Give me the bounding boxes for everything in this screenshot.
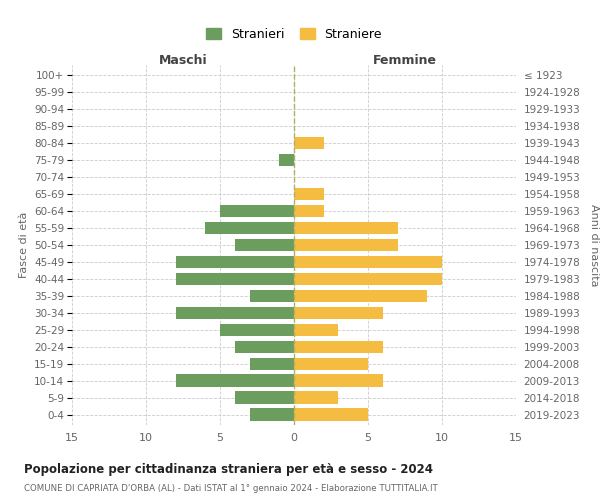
Bar: [294, 374, 383, 387]
Bar: [176, 256, 294, 268]
Text: Popolazione per cittadinanza straniera per età e sesso - 2024: Popolazione per cittadinanza straniera p…: [24, 462, 433, 475]
Bar: [235, 238, 294, 252]
Bar: [205, 222, 294, 234]
Bar: [235, 392, 294, 404]
Bar: [294, 272, 442, 285]
Bar: [294, 306, 383, 320]
Legend: Stranieri, Straniere: Stranieri, Straniere: [206, 28, 382, 41]
Bar: [294, 256, 442, 268]
Bar: [294, 358, 368, 370]
Bar: [176, 374, 294, 387]
Bar: [294, 340, 383, 353]
Y-axis label: Fasce di età: Fasce di età: [19, 212, 29, 278]
Bar: [294, 222, 398, 234]
Bar: [294, 238, 398, 252]
Bar: [250, 408, 294, 421]
Bar: [250, 290, 294, 302]
Bar: [294, 324, 338, 336]
Bar: [220, 324, 294, 336]
Bar: [294, 392, 338, 404]
Bar: [294, 290, 427, 302]
Bar: [294, 136, 323, 149]
Bar: [294, 408, 368, 421]
Bar: [279, 154, 294, 166]
Text: Maschi: Maschi: [158, 54, 208, 66]
Bar: [250, 358, 294, 370]
Bar: [220, 204, 294, 218]
Bar: [294, 204, 323, 218]
Bar: [235, 340, 294, 353]
Text: COMUNE DI CAPRIATA D'ORBA (AL) - Dati ISTAT al 1° gennaio 2024 - Elaborazione TU: COMUNE DI CAPRIATA D'ORBA (AL) - Dati IS…: [24, 484, 438, 493]
Bar: [176, 272, 294, 285]
Bar: [176, 306, 294, 320]
Bar: [294, 188, 323, 200]
Text: Femmine: Femmine: [373, 54, 437, 66]
Y-axis label: Anni di nascita: Anni di nascita: [589, 204, 599, 286]
